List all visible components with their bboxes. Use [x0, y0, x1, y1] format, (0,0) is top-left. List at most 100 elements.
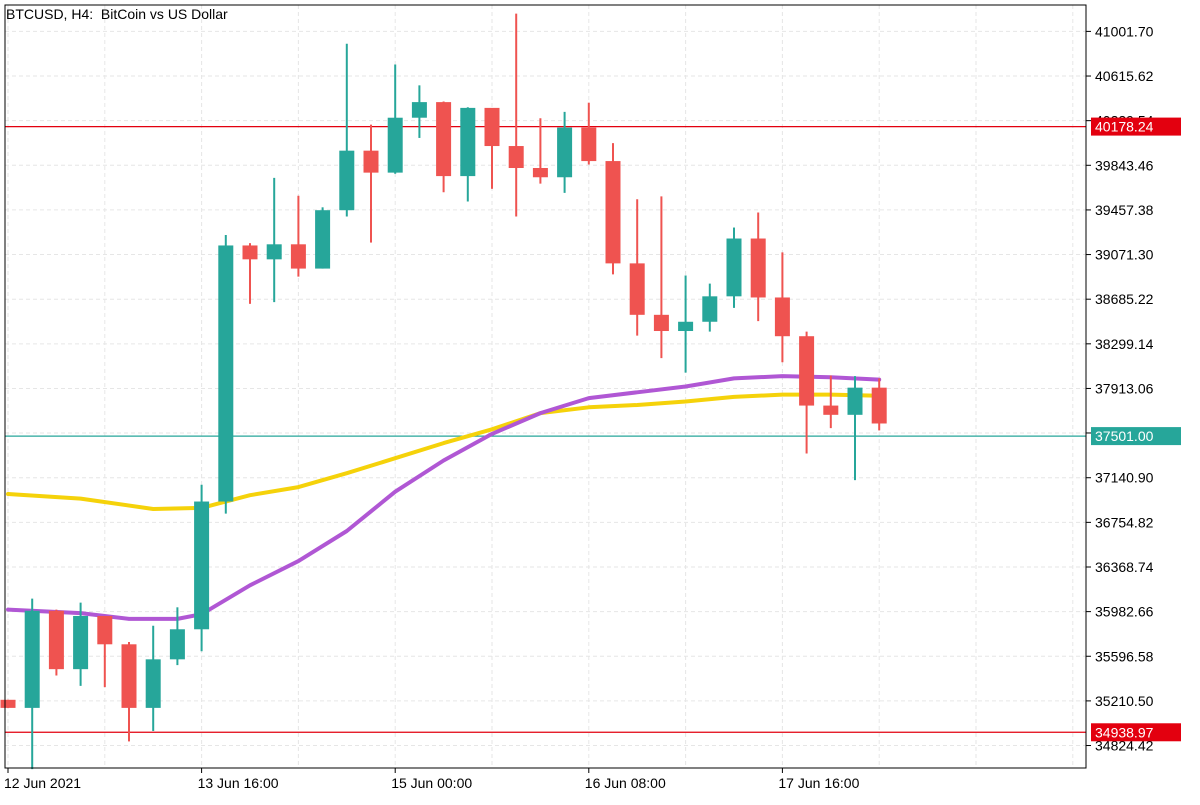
y-tick-label: 35210.50: [1095, 693, 1154, 709]
moving-averages-layer: [6, 374, 882, 621]
candle-body: [242, 245, 258, 260]
candle-body: [387, 117, 403, 173]
candle: [581, 102, 597, 165]
candle: [315, 207, 331, 269]
price-line-label-bg: [1091, 117, 1181, 136]
candle-body: [799, 336, 815, 406]
candle: [145, 625, 161, 732]
candle: [73, 602, 89, 686]
y-tick-label: 35982.66: [1095, 604, 1154, 620]
candle-body: [484, 107, 500, 147]
y-tick-label: 37140.90: [1095, 470, 1154, 486]
symbol-label: BTCUSD, H4:: [6, 6, 94, 22]
x-tick-label: 15 Jun 00:00: [391, 775, 472, 791]
candles-layer: [0, 13, 887, 770]
candle-body: [557, 127, 573, 178]
candle-body: [48, 610, 64, 670]
x-tick-label: 12 Jun 2021: [4, 775, 81, 791]
candle: [702, 283, 718, 332]
y-tick-label: 35596.58: [1095, 648, 1154, 664]
candle: [750, 212, 766, 322]
candle-body: [702, 296, 718, 322]
chart-title: BTCUSD, H4: BitCoin vs US Dollar: [6, 6, 228, 22]
candle-body: [605, 161, 621, 264]
candle-body: [363, 150, 379, 173]
y-tick-label: 39071.30: [1095, 247, 1154, 263]
candle: [774, 252, 790, 363]
candle: [460, 107, 476, 202]
candle-body: [121, 644, 137, 708]
candle: [484, 107, 500, 189]
y-tick-label: 41001.70: [1095, 23, 1154, 39]
moving-average-purple: [6, 374, 882, 621]
candle-body: [629, 263, 645, 315]
y-tick-label: 36754.82: [1095, 514, 1154, 530]
candle: [726, 227, 742, 308]
candle-body: [726, 238, 742, 297]
price-line-label-bg: [1091, 427, 1181, 446]
candle: [339, 43, 355, 217]
candle-body: [97, 615, 113, 645]
candle: [242, 243, 258, 304]
candle-body: [678, 321, 694, 332]
candle: [218, 235, 234, 514]
moving-average-yellow: [6, 392, 882, 511]
candle: [169, 607, 185, 666]
candle: [508, 13, 524, 217]
candle: [799, 331, 815, 454]
candle-body: [339, 150, 355, 211]
price-line-label: 37501.00: [1095, 428, 1154, 444]
candle-body: [0, 699, 16, 708]
candle-body: [750, 238, 766, 298]
candle: [436, 101, 452, 193]
candle: [411, 85, 427, 138]
candle-body: [847, 387, 863, 415]
candle: [0, 699, 16, 708]
candle-body: [436, 102, 452, 177]
y-tick-label: 38299.14: [1095, 336, 1154, 352]
candle: [48, 609, 64, 676]
price-line-label-bg: [1091, 723, 1181, 742]
y-tick-label: 38685.22: [1095, 291, 1154, 307]
horizontal-lines-layer: [5, 125, 1086, 733]
candle-body: [315, 210, 331, 269]
candle-body: [266, 244, 282, 260]
candle-body: [194, 501, 210, 630]
price-line-label: 34938.97: [1095, 724, 1154, 740]
price-line-label: 40178.24: [1095, 119, 1154, 135]
candle-body: [24, 610, 40, 708]
candle-body: [290, 244, 306, 269]
candle-body: [218, 245, 234, 502]
plot-frame: [4, 4, 1087, 769]
candle-body: [411, 102, 427, 118]
y-tick-label: 36368.74: [1095, 559, 1154, 575]
candle-body: [871, 387, 887, 424]
candle: [97, 615, 113, 688]
y-tick-label: 40615.62: [1095, 68, 1154, 84]
candle: [629, 199, 645, 336]
candle: [847, 376, 863, 481]
candle-body: [145, 659, 161, 708]
candle-body: [460, 107, 476, 177]
axes-layer: 41001.7040615.6240229.5439843.4639457.38…: [4, 4, 1181, 791]
description-label: BitCoin vs US Dollar: [100, 6, 228, 22]
x-tick-label: 17 Jun 16:00: [778, 775, 859, 791]
candle: [557, 111, 573, 193]
y-tick-label: 39457.38: [1095, 202, 1154, 218]
candle: [653, 196, 669, 359]
candle-body: [508, 146, 524, 169]
candle: [266, 177, 282, 303]
candle-body: [774, 297, 790, 337]
candle: [823, 375, 839, 429]
candle: [605, 143, 621, 275]
candle-body: [823, 405, 839, 415]
x-tick-label: 13 Jun 16:00: [198, 775, 279, 791]
candle-body: [653, 314, 669, 332]
candle: [290, 195, 306, 277]
candle-body: [581, 127, 597, 162]
y-tick-label: 39843.46: [1095, 157, 1154, 173]
candle: [24, 598, 40, 770]
candle: [363, 124, 379, 243]
